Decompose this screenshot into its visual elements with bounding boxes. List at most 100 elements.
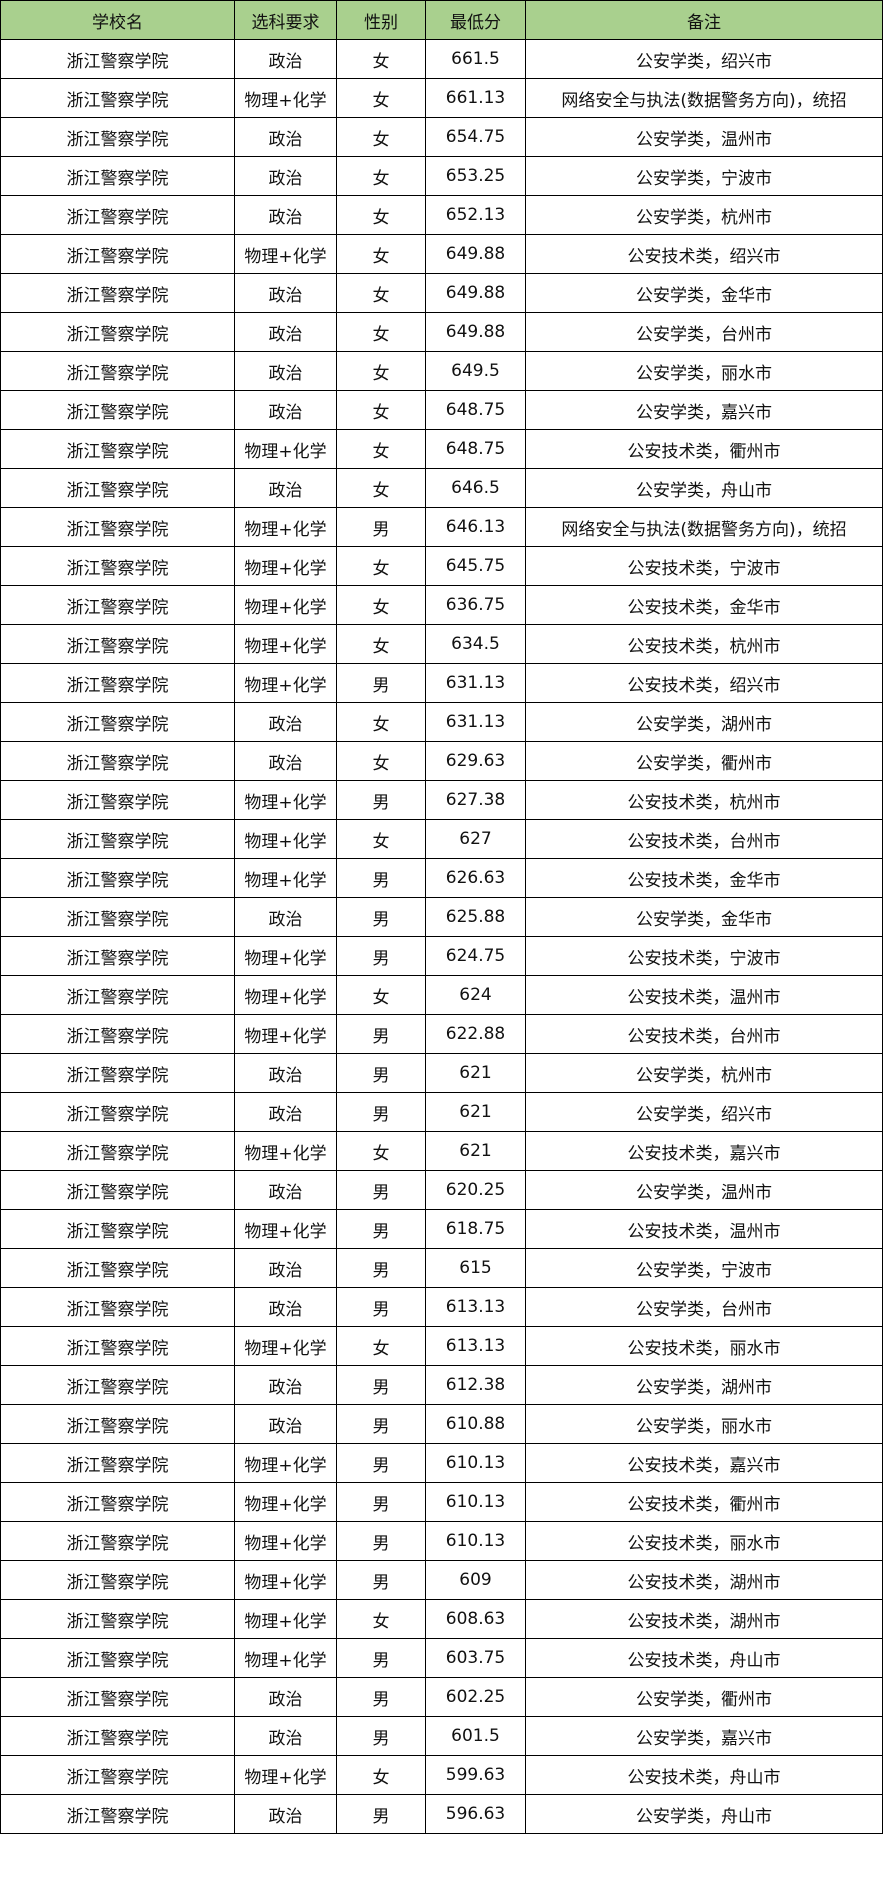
cell-gender: 男: [336, 1287, 426, 1327]
cell-school-name: 浙江警察学院: [0, 1131, 235, 1171]
table-row: 浙江警察学院 物理+化学女 648.75 公安技术类，衢州市: [0, 429, 883, 469]
cell-subject-requirement: 物理+化学: [234, 936, 337, 976]
cell-subject-requirement: 政治: [234, 1677, 337, 1717]
cell-min-score: 615: [425, 1248, 526, 1288]
cell-gender: 男: [336, 1170, 426, 1210]
cell-min-score: 624.75: [425, 936, 526, 976]
cell-min-score: 648.75: [425, 429, 526, 469]
cell-min-score: 624: [425, 975, 526, 1015]
cell-school-name: 浙江警察学院: [0, 1014, 235, 1054]
cell-min-score: 621: [425, 1131, 526, 1171]
cell-gender: 男: [336, 936, 426, 976]
cell-min-score: 652.13: [425, 195, 526, 235]
table-row: 浙江警察学院 政治女 652.13 公安学类，杭州市: [0, 195, 883, 235]
cell-school-name: 浙江警察学院: [0, 1170, 235, 1210]
cell-remarks: 公安技术类，丽水市: [525, 1326, 883, 1366]
table-row: 浙江警察学院 政治男 625.88 公安学类，金华市: [0, 897, 883, 937]
cell-remarks: 公安技术类，温州市: [525, 975, 883, 1015]
cell-school-name: 浙江警察学院: [0, 702, 235, 742]
cell-subject-requirement: 政治: [234, 897, 337, 937]
cell-gender: 女: [336, 117, 426, 157]
cell-gender: 男: [336, 1638, 426, 1678]
table-row: 浙江警察学院 政治男 602.25 公安学类，衢州市: [0, 1677, 883, 1717]
cell-gender: 男: [336, 1404, 426, 1444]
cell-school-name: 浙江警察学院: [0, 234, 235, 274]
cell-gender: 女: [336, 156, 426, 196]
cell-subject-requirement: 物理+化学: [234, 1560, 337, 1600]
cell-min-score: 636.75: [425, 585, 526, 625]
cell-school-name: 浙江警察学院: [0, 1521, 235, 1561]
table-row: 浙江警察学院 政治女 629.63 公安学类，衢州市: [0, 741, 883, 781]
cell-min-score: 608.63: [425, 1599, 526, 1639]
cell-gender: 男: [336, 1716, 426, 1756]
cell-school-name: 浙江警察学院: [0, 663, 235, 703]
cell-school-name: 浙江警察学院: [0, 1365, 235, 1405]
cell-min-score: 626.63: [425, 858, 526, 898]
cell-remarks: 公安学类，衢州市: [525, 741, 883, 781]
table-row: 浙江警察学院 政治男 610.88 公安学类，丽水市: [0, 1404, 883, 1444]
cell-remarks: 公安学类，湖州市: [525, 702, 883, 742]
cell-school-name: 浙江警察学院: [0, 117, 235, 157]
column-header-remarks: 备注: [525, 0, 883, 40]
table-row: 浙江警察学院 物理+化学男 603.75 公安技术类，舟山市: [0, 1638, 883, 1678]
table-row: 浙江警察学院 物理+化学男 626.63 公安技术类，金华市: [0, 858, 883, 898]
cell-school-name: 浙江警察学院: [0, 1287, 235, 1327]
cell-remarks: 公安学类，嘉兴市: [525, 1716, 883, 1756]
table-row: 浙江警察学院 物理+化学男 622.88 公安技术类，台州市: [0, 1014, 883, 1054]
cell-min-score: 609: [425, 1560, 526, 1600]
table-row: 浙江警察学院 物理+化学男 631.13 公安技术类，绍兴市: [0, 663, 883, 703]
cell-school-name: 浙江警察学院: [0, 78, 235, 118]
cell-school-name: 浙江警察学院: [0, 1560, 235, 1600]
cell-school-name: 浙江警察学院: [0, 390, 235, 430]
table-row: 浙江警察学院 物理+化学女 649.88 公安技术类，绍兴市: [0, 234, 883, 274]
cell-gender: 女: [336, 1326, 426, 1366]
cell-gender: 男: [336, 858, 426, 898]
table-row: 浙江警察学院 政治女 649.5 公安学类，丽水市: [0, 351, 883, 391]
cell-remarks: 公安学类，丽水市: [525, 1404, 883, 1444]
cell-min-score: 653.25: [425, 156, 526, 196]
header-row: 学校名 选科要求 性别 最低分 备注: [0, 0, 883, 40]
cell-min-score: 648.75: [425, 390, 526, 430]
cell-subject-requirement: 物理+化学: [234, 1014, 337, 1054]
cell-subject-requirement: 物理+化学: [234, 1755, 337, 1795]
cell-remarks: 公安学类，衢州市: [525, 1677, 883, 1717]
cell-remarks: 公安技术类，湖州市: [525, 1599, 883, 1639]
cell-gender: 女: [336, 1755, 426, 1795]
cell-min-score: 634.5: [425, 624, 526, 664]
cell-gender: 女: [336, 624, 426, 664]
cell-remarks: 公安技术类，嘉兴市: [525, 1443, 883, 1483]
cell-subject-requirement: 物理+化学: [234, 975, 337, 1015]
table-row: 浙江警察学院 政治女 648.75 公安学类，嘉兴市: [0, 390, 883, 430]
cell-school-name: 浙江警察学院: [0, 1404, 235, 1444]
table-row: 浙江警察学院 物理+化学男 610.13 公安技术类，丽水市: [0, 1521, 883, 1561]
cell-school-name: 浙江警察学院: [0, 780, 235, 820]
table-row: 浙江警察学院 政治男 621 公安学类，杭州市: [0, 1053, 883, 1093]
cell-gender: 女: [336, 702, 426, 742]
cell-subject-requirement: 政治: [234, 1404, 337, 1444]
column-header-gender: 性别: [336, 0, 426, 40]
cell-gender: 男: [336, 1482, 426, 1522]
cell-remarks: 公安技术类，嘉兴市: [525, 1131, 883, 1171]
cell-subject-requirement: 物理+化学: [234, 585, 337, 625]
cell-gender: 女: [336, 273, 426, 313]
cell-school-name: 浙江警察学院: [0, 507, 235, 547]
cell-subject-requirement: 物理+化学: [234, 1638, 337, 1678]
cell-min-score: 621: [425, 1092, 526, 1132]
cell-subject-requirement: 物理+化学: [234, 663, 337, 703]
cell-subject-requirement: 政治: [234, 1092, 337, 1132]
cell-gender: 男: [336, 1677, 426, 1717]
table-row: 浙江警察学院 物理+化学女 608.63 公安技术类，湖州市: [0, 1599, 883, 1639]
cell-remarks: 公安学类，宁波市: [525, 156, 883, 196]
cell-remarks: 公安学类，舟山市: [525, 1794, 883, 1834]
cell-school-name: 浙江警察学院: [0, 1599, 235, 1639]
cell-min-score: 601.5: [425, 1716, 526, 1756]
cell-subject-requirement: 物理+化学: [234, 546, 337, 586]
cell-gender: 女: [336, 234, 426, 274]
cell-min-score: 661.13: [425, 78, 526, 118]
cell-gender: 男: [336, 507, 426, 547]
cell-min-score: 627.38: [425, 780, 526, 820]
cell-gender: 男: [336, 1443, 426, 1483]
cell-gender: 女: [336, 1599, 426, 1639]
cell-subject-requirement: 政治: [234, 1248, 337, 1288]
cell-school-name: 浙江警察学院: [0, 1755, 235, 1795]
